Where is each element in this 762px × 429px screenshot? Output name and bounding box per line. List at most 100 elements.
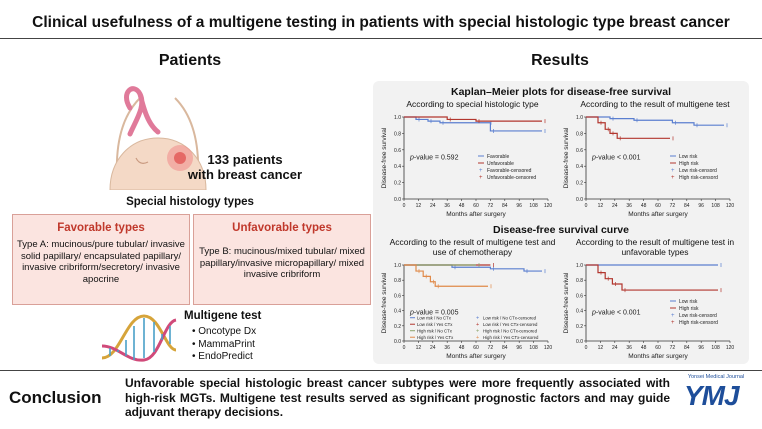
x-tick-label: 84 [502, 345, 508, 351]
y-tick-label: 0.2 [394, 324, 401, 330]
legend-swatch: + [476, 322, 479, 328]
x-tick-label: 12 [598, 203, 604, 209]
unfavorable-heading: Unfavorable types [232, 222, 332, 234]
y-tick-label: 1.0 [394, 115, 401, 121]
legend-entry: Favorable [487, 154, 509, 160]
y-tick-label: 0.6 [576, 293, 583, 299]
legend-entry: High risk [679, 161, 699, 167]
x-axis-label: Months after surgery [628, 211, 688, 218]
y-tick-label: 0.8 [394, 131, 401, 137]
legend-entry: High risk-censord [679, 175, 718, 181]
x-tick-label: 36 [444, 345, 450, 351]
y-axis-label: Disease-free survival [563, 127, 570, 188]
chart1-subtitle: According to special histologic type [406, 99, 539, 109]
x-tick-label: 12 [416, 345, 422, 351]
survival-curve [404, 264, 542, 272]
x-tick-label: 84 [684, 345, 690, 351]
patients-count: 133 patients with breast cancer [187, 152, 303, 182]
y-tick-label: 0.0 [576, 197, 583, 203]
favorable-types-box: Favorable types Type A: mucinous/pure tu… [12, 214, 190, 305]
p-value-symbol: p [591, 309, 596, 316]
y-tick-label: 0.4 [394, 309, 401, 315]
x-tick-label: 48 [641, 203, 647, 209]
legend-entry: High risk [679, 306, 699, 312]
y-tick-label: 0.0 [394, 197, 401, 203]
x-tick-label: 72 [488, 345, 494, 351]
p-value-text: -value < 0.001 [596, 155, 641, 162]
x-tick-label: 36 [444, 203, 450, 209]
x-tick-label: 36 [626, 203, 632, 209]
p-value-text: -value = 0.592 [414, 155, 459, 162]
survival-curve [586, 116, 724, 126]
multigene-list: • Oncotype Dx • MammaPrint • EndoPredict [192, 326, 256, 364]
dfs-heading: Disease-free survival curve [492, 224, 629, 236]
km-chart-multigene-chemotherapy: 0.0 0.2 0.4 0.6 0.8 1.0 0 12 24 36 48 60 72 84 96 108 12… [381, 263, 552, 360]
y-tick-label: 0.4 [576, 164, 583, 170]
page-title: Clinical usefulness of a multigene testi… [32, 14, 730, 31]
dna-icon [101, 314, 177, 362]
legend-swatch: + [476, 329, 479, 335]
y-tick-label: 0.2 [394, 181, 401, 187]
list-item: • EndoPredict [192, 351, 253, 362]
y-tick-label: 0.4 [394, 164, 401, 170]
legend-entry: Low risk / No CTx-censored [483, 316, 537, 321]
x-tick-label: 96 [516, 345, 522, 351]
x-tick-label: 12 [416, 203, 422, 209]
km-chart-histologic-type: 0.0 0.2 0.4 0.6 0.8 1.0 0 12 24 36 48 60 72 84 96 108 12… [381, 115, 552, 218]
y-tick-label: 0.2 [576, 324, 583, 330]
km-heading: Kaplan–Meier plots for disease-free surv… [450, 86, 671, 98]
x-tick-label: 60 [473, 345, 479, 351]
y-axis-label: Disease-free survival [563, 272, 570, 333]
x-tick-label: 0 [403, 345, 406, 351]
legend-entry: Favorable-censored [487, 168, 532, 174]
legend-entry: Low risk / Yes CTx-censored [483, 322, 538, 327]
list-item: • Oncotype Dx [192, 326, 257, 337]
km-chart-unfavorable-types: 0.0 0.2 0.4 0.6 0.8 1.0 0 12 24 36 48 60 72 84 96 108 12… [563, 263, 734, 360]
list-item: • MammaPrint [192, 338, 255, 350]
x-tick-label: 96 [516, 203, 522, 209]
x-tick-label: 36 [626, 345, 632, 351]
results-panel [373, 81, 749, 364]
ymj-logo: YMJ [684, 380, 740, 411]
chart4-subtitle: According to the result of multigene tes… [575, 237, 735, 257]
legend-entry: High risk / Yes CTx-censored [483, 335, 539, 340]
x-tick-label: 24 [612, 203, 618, 209]
legend-entry: Low risk-censord [679, 168, 717, 174]
x-tick-label: 48 [459, 203, 465, 209]
histology-heading: Special histology types [126, 196, 254, 208]
results-heading: Results [531, 52, 589, 69]
unfavorable-text: Type B: mucinous/mixed tubular/ mixed pa… [199, 246, 365, 280]
legend-entry: Unfavorable [487, 161, 514, 167]
p-value-symbol: p [409, 155, 414, 162]
pink-ribbon-icon [124, 86, 161, 137]
x-tick-label: 60 [473, 203, 479, 209]
p-value-symbol: p [591, 155, 596, 162]
bottom-divider [0, 370, 762, 371]
legend-swatch: + [671, 175, 675, 181]
conclusion-heading: Conclusion [9, 388, 102, 407]
legend-entry: Low risk [679, 299, 698, 305]
y-tick-label: 0.2 [576, 181, 583, 187]
legend-swatch: + [671, 313, 675, 319]
legend-swatch: + [479, 175, 483, 181]
legend-entry: Low risk / Yes CTx [417, 322, 453, 327]
chart2-subtitle: According to the result of multigene tes… [580, 99, 730, 109]
legend-entry: Low risk-censord [679, 313, 717, 319]
x-tick-label: 108 [711, 203, 720, 209]
x-tick-label: 120 [726, 203, 735, 209]
y-tick-label: 1.0 [576, 263, 583, 269]
survival-curve [586, 264, 718, 291]
x-tick-label: 48 [459, 345, 465, 351]
legend-entry: High risk / No CTx-censored [483, 329, 538, 334]
x-tick-label: 60 [655, 345, 661, 351]
x-axis-label: Months after surgery [628, 353, 688, 360]
breast-illustration [109, 86, 207, 190]
y-tick-label: 0.8 [394, 278, 401, 284]
legend-entry: High risk / No CTx [417, 329, 453, 334]
unfavorable-types-box: Unfavorable types Type B: mucinous/mixed… [193, 214, 371, 305]
x-tick-label: 72 [670, 345, 676, 351]
x-tick-label: 108 [529, 345, 538, 351]
p-value-label: p-value < 0.001 [591, 155, 641, 162]
survival-curve [404, 116, 542, 122]
p-value-label: p-value = 0.592 [409, 155, 459, 162]
